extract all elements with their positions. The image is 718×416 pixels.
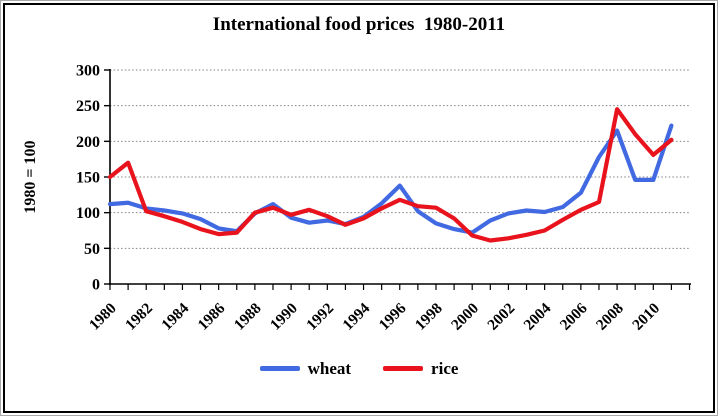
x-tick-label: 2002 (484, 300, 518, 334)
x-tick-label: 1998 (412, 300, 446, 334)
x-tick-label: 1990 (267, 300, 301, 334)
x-tick-label: 1984 (158, 300, 192, 334)
y-tick-label: 250 (76, 98, 100, 115)
rice-line (107, 107, 674, 243)
rice-line-swatch-icon (383, 366, 424, 371)
y-tick-label: 300 (76, 63, 100, 80)
y-tick-label: 150 (76, 170, 100, 187)
y-tick-label: 200 (76, 134, 100, 151)
x-tick-label: 1982 (122, 300, 156, 334)
legend-label-rice: rice (431, 359, 459, 378)
legend-label-wheat: wheat (307, 359, 352, 378)
wheat-line (107, 123, 674, 235)
x-tick-label: 1986 (195, 300, 229, 334)
y-tick-label: 0 (92, 277, 100, 294)
x-tick-label: 2004 (521, 300, 555, 334)
x-tick-label: 1980 (86, 300, 120, 334)
chart-title: International food prices 1980-2011 (212, 14, 506, 35)
wheat-line-swatch-icon (259, 366, 300, 371)
x-tick-label: 2006 (557, 300, 591, 334)
x-tick-label: 1988 (231, 300, 265, 334)
legend: wheat rice (0, 360, 718, 377)
x-tick-label: 1996 (376, 300, 410, 334)
x-tick-label: 2008 (593, 300, 627, 334)
x-tick-label: 2000 (448, 300, 482, 334)
x-tick-label: 1994 (339, 300, 373, 334)
x-tick-label: 2010 (629, 300, 663, 334)
x-tick-label: 1992 (303, 300, 337, 334)
y-tick-label: 50 (84, 241, 100, 258)
y-tick-label: 100 (76, 205, 100, 222)
